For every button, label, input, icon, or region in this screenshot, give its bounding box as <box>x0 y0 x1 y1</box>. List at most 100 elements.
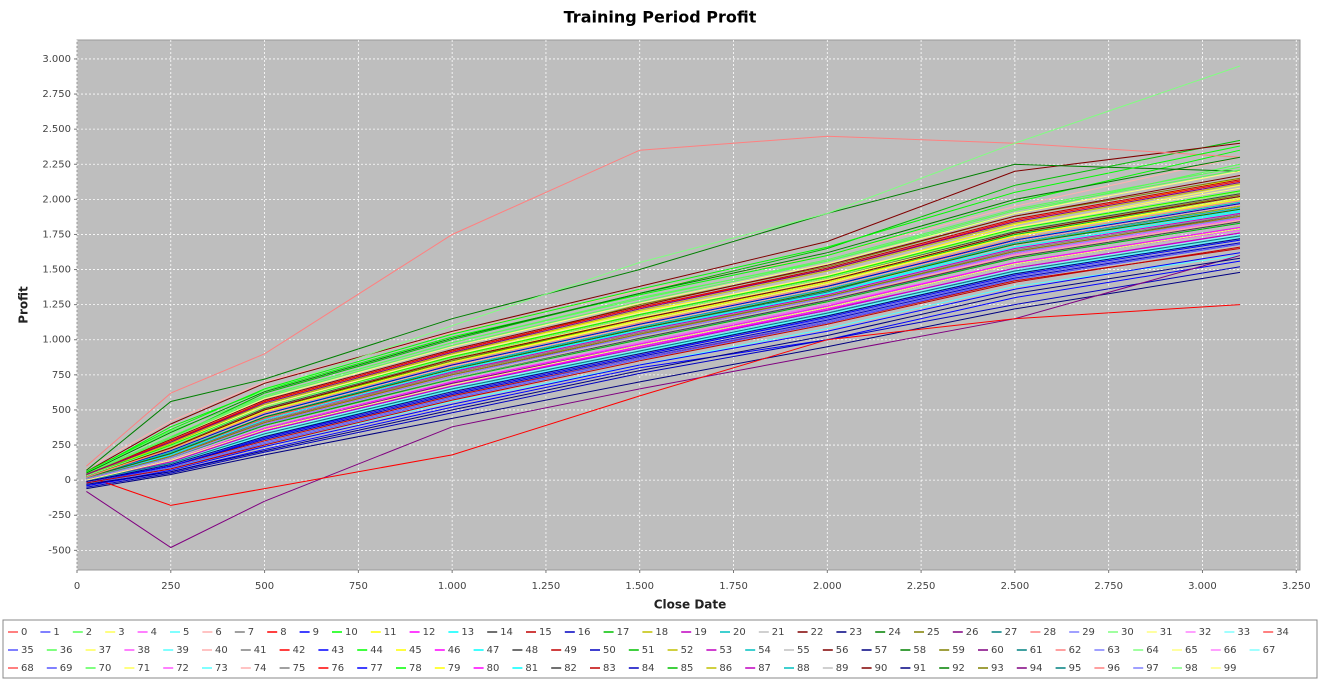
chart-title: Training Period Profit <box>564 8 757 27</box>
legend-label: 35 <box>21 645 34 656</box>
series-line <box>86 156 1241 474</box>
legend-label: 6 <box>215 627 221 638</box>
x-tick-label: 750 <box>349 581 368 592</box>
legend-label: 3 <box>118 627 124 638</box>
series-line <box>86 243 1241 484</box>
y-tick-label: 250 <box>52 440 71 451</box>
legend-label: 91 <box>913 663 926 674</box>
legend-label: 5 <box>183 627 189 638</box>
series-line <box>86 257 1241 485</box>
legend-label: 63 <box>1107 645 1120 656</box>
legend-label: 43 <box>331 645 344 656</box>
series-line <box>86 200 1241 478</box>
series-line <box>86 191 1241 477</box>
x-tick-label: 1.000 <box>438 581 467 592</box>
legend-label: 51 <box>642 645 655 656</box>
x-tick-label: 1.750 <box>719 581 748 592</box>
series-line <box>86 304 1241 506</box>
y-tick-label: -250 <box>48 510 71 521</box>
legend-label: 0 <box>21 627 27 638</box>
series-line <box>86 145 1241 473</box>
legend: 0 1 2 3 4 5 6 7 8 9 10 11 12 13 14 15 16 17 18 19 20 21 22 23 24… <box>8 627 1289 674</box>
series-line <box>86 228 1241 481</box>
legend-label: 52 <box>681 645 694 656</box>
x-tick-label: 2.250 <box>907 581 936 592</box>
y-tick-label: 2.000 <box>42 194 71 205</box>
legend-label: 48 <box>525 645 538 656</box>
x-tick-label: 2.000 <box>813 581 842 592</box>
legend-label: 59 <box>952 645 965 656</box>
series-line <box>86 135 1241 467</box>
legend-label: 70 <box>99 663 112 674</box>
legend-label: 72 <box>176 663 189 674</box>
legend-label: 13 <box>461 627 474 638</box>
series-line <box>86 183 1241 475</box>
series-line <box>86 252 1241 487</box>
y-tick-label: 750 <box>52 370 71 381</box>
legend-label: 64 <box>1146 645 1159 656</box>
legend-label: 25 <box>927 627 940 638</box>
series-line <box>86 271 1241 490</box>
legend-label: 92 <box>952 663 965 674</box>
legend-label: 41 <box>254 645 267 656</box>
legend-label: 40 <box>215 645 228 656</box>
series-line <box>86 217 1241 480</box>
legend-label: 84 <box>642 663 655 674</box>
x-tick-label: 250 <box>161 581 180 592</box>
legend-label: 61 <box>1030 645 1043 656</box>
legend-label: 32 <box>1199 627 1212 638</box>
legend-label: 95 <box>1069 663 1082 674</box>
x-tick-label: 3.000 <box>1188 581 1217 592</box>
y-tick-label: -500 <box>48 545 71 556</box>
legend-label: 11 <box>384 627 397 638</box>
series-line <box>86 180 1241 475</box>
legend-label: 12 <box>423 627 436 638</box>
legend-label: 69 <box>60 663 73 674</box>
legend-label: 86 <box>719 663 732 674</box>
series-line <box>86 175 1241 475</box>
legend-label: 27 <box>1005 627 1018 638</box>
legend-label: 90 <box>875 663 888 674</box>
x-tick-label: 0 <box>74 581 80 592</box>
y-tick-label: 1.250 <box>42 300 71 311</box>
y-axis-label: Profit <box>17 286 31 324</box>
legend-label: 62 <box>1069 645 1082 656</box>
legend-label: 15 <box>539 627 552 638</box>
legend-label: 80 <box>487 663 500 674</box>
legend-label: 68 <box>21 663 34 674</box>
legend-label: 16 <box>578 627 591 638</box>
legend-label: 14 <box>500 627 513 638</box>
legend-label: 28 <box>1043 627 1056 638</box>
series-line <box>86 65 1241 473</box>
legend-label: 53 <box>719 645 732 656</box>
y-tick-label: 1.500 <box>42 265 71 276</box>
y-tick-label: 2.250 <box>42 159 71 170</box>
legend-label: 22 <box>811 627 824 638</box>
legend-label: 44 <box>370 645 383 656</box>
legend-label: 79 <box>448 663 461 674</box>
legend-label: 54 <box>758 645 771 656</box>
series-line <box>86 208 1241 478</box>
series-line <box>86 203 1241 478</box>
y-tick-label: 2.750 <box>42 89 71 100</box>
legend-label: 24 <box>888 627 901 638</box>
legend-label: 42 <box>293 645 306 656</box>
series-line <box>86 190 1241 477</box>
y-tick-label: 1.750 <box>42 229 71 240</box>
legend-label: 10 <box>345 627 358 638</box>
series-line <box>86 196 1241 477</box>
series-line <box>86 235 1241 481</box>
x-tick-label: 1.500 <box>625 581 654 592</box>
legend-label: 77 <box>370 663 383 674</box>
series-line <box>86 255 1241 549</box>
legend-label: 26 <box>966 627 979 638</box>
legend-label: 73 <box>215 663 228 674</box>
series-line <box>86 142 1241 473</box>
x-axis-label: Close Date <box>654 598 727 612</box>
legend-label: 87 <box>758 663 771 674</box>
legend-label: 97 <box>1146 663 1159 674</box>
legend-label: 49 <box>564 645 577 656</box>
legend-label: 94 <box>1030 663 1043 674</box>
series-line <box>86 246 1241 484</box>
